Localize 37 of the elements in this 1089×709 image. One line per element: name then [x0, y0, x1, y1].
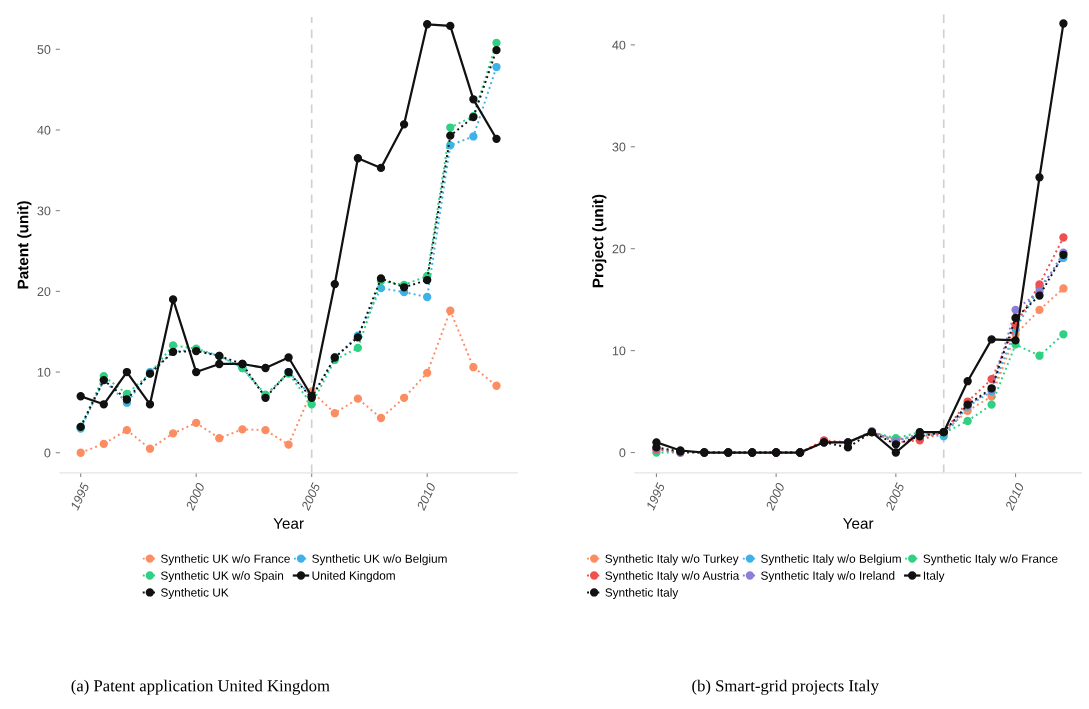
y-tick-label: 40 — [612, 40, 626, 50]
x-tick-label: 2010 — [416, 482, 437, 512]
y-tick-label: 10 — [612, 346, 626, 356]
x-tick-label: 2005 — [300, 482, 321, 512]
text: (b) Smart-grid projects Italy — [692, 679, 879, 695]
legend-label: Synthetic Italy w/o Belgium — [761, 554, 901, 566]
y-axis-title: Project (unit) — [592, 194, 607, 288]
y-tick-label: 0 — [44, 448, 51, 458]
x-tick-label: 1995 — [69, 482, 90, 511]
legend-label: Synthetic UK — [161, 588, 229, 600]
legend-label: Synthetic Italy w/o Ireland — [761, 571, 895, 583]
y-tick-label: 30 — [37, 206, 51, 216]
x-tick-label: 1995 — [645, 482, 666, 511]
legend-label: Synthetic Italy w/o Austria — [605, 571, 740, 583]
x-tick-label: 2000 — [765, 482, 786, 512]
x-tick-label: 2005 — [884, 482, 905, 512]
x-axis-title: Year — [273, 518, 304, 529]
legend-label: Synthetic Italy — [605, 588, 679, 600]
x-tick-label: 2010 — [1004, 482, 1025, 512]
y-tick-label: 20 — [37, 287, 51, 297]
text: (a) Patent application United Kingdom — [71, 679, 330, 695]
y-tick-label: 20 — [612, 244, 626, 254]
legend-label: Synthetic UK w/o Spain — [161, 571, 284, 583]
legend-label: Synthetic Italy w/o Turkey — [605, 554, 739, 566]
y-tick-label: 0 — [619, 448, 626, 458]
y-tick-label: 50 — [37, 45, 51, 54]
legend-label: Synthetic UK w/o France — [161, 554, 290, 566]
y-tick-label: 10 — [37, 367, 51, 377]
legend-label: Synthetic UK w/o Belgium — [312, 554, 447, 566]
y-tick-label: 30 — [612, 142, 626, 152]
legend-label: United Kingdom — [312, 571, 395, 583]
y-axis-title: Patent (unit) — [17, 201, 32, 289]
y-tick-label: 40 — [37, 125, 51, 135]
legend-label: Synthetic Italy w/o France — [923, 554, 1058, 566]
legend-label: Italy — [923, 571, 945, 583]
x-tick-label: 2000 — [185, 482, 206, 512]
x-axis-title: Year — [843, 518, 874, 529]
